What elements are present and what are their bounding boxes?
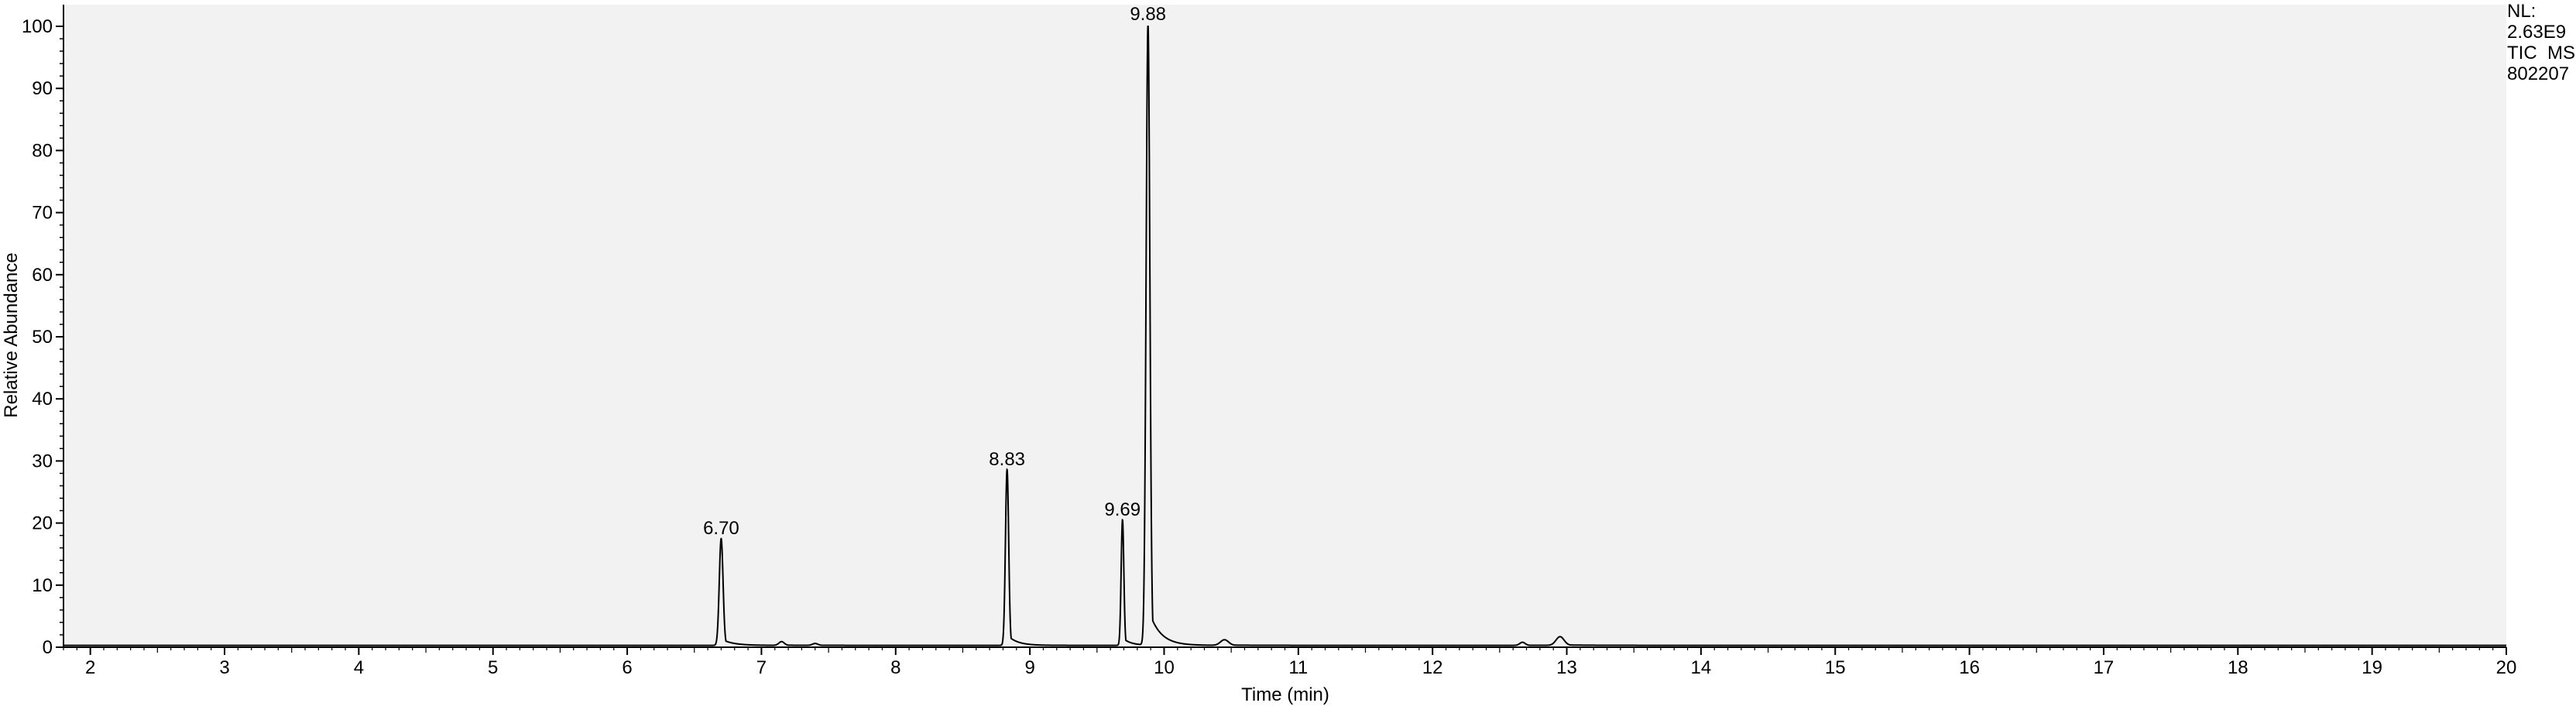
peak-label: 8.83 bbox=[989, 449, 1025, 470]
x-tick-label: 11 bbox=[1288, 657, 1308, 678]
x-tick-label: 5 bbox=[488, 657, 498, 678]
y-tick-label: 70 bbox=[32, 203, 53, 224]
y-tick-label: 90 bbox=[32, 78, 53, 99]
x-tick-label: 3 bbox=[219, 657, 229, 678]
y-tick-label: 60 bbox=[32, 265, 53, 286]
x-axis-label: Time (min) bbox=[1241, 684, 1329, 705]
x-tick-label: 10 bbox=[1154, 657, 1175, 678]
peak-label: 9.88 bbox=[1130, 4, 1166, 25]
tick-layer: 0 10 20 30 40 50 60 70 80 90 100 2 3 4 5 6 7 8 9 10 11 12 13 14… bbox=[22, 5, 2516, 678]
x-tick-label: 4 bbox=[354, 657, 364, 678]
y-tick-label: 20 bbox=[32, 513, 53, 534]
x-tick-label: 13 bbox=[1556, 657, 1577, 678]
info-line-nl: NL: bbox=[2507, 1, 2536, 22]
y-tick-label: 30 bbox=[32, 451, 53, 471]
y-tick-label: 100 bbox=[22, 16, 53, 37]
x-tick-label: 2 bbox=[85, 657, 95, 678]
trace-layer bbox=[63, 26, 2506, 646]
x-tick-label: 17 bbox=[2094, 657, 2115, 678]
peak-label-layer: 6.70 8.83 9.69 9.88 bbox=[703, 4, 1166, 539]
info-line-value: 2.63E9 bbox=[2507, 22, 2566, 43]
x-tick-label: 15 bbox=[1825, 657, 1846, 678]
peak-label: 6.70 bbox=[703, 518, 739, 539]
x-tick-label: 16 bbox=[1959, 657, 1980, 678]
x-tick-label: 9 bbox=[1024, 657, 1034, 678]
peak-label: 9.69 bbox=[1104, 499, 1141, 520]
info-line-scan-type: TIC MS bbox=[2507, 43, 2575, 63]
x-tick-label: 18 bbox=[2228, 657, 2248, 678]
y-tick-label: 40 bbox=[32, 389, 53, 410]
y-axis-label: Relative Abundance bbox=[1, 252, 22, 418]
x-tick-label: 8 bbox=[890, 657, 900, 678]
x-tick-label: 20 bbox=[2496, 657, 2517, 678]
y-tick-label: 80 bbox=[32, 140, 53, 161]
x-tick-label: 12 bbox=[1422, 657, 1443, 678]
instrument-info: NL: 2.63E9 TIC MS 802207 bbox=[2507, 1, 2575, 84]
info-line-file-id: 802207 bbox=[2507, 63, 2569, 84]
y-tick-label: 10 bbox=[32, 575, 53, 596]
y-tick-label: 0 bbox=[43, 637, 53, 658]
x-tick-label: 19 bbox=[2362, 657, 2382, 678]
plot-area bbox=[63, 5, 2506, 647]
y-tick-label: 50 bbox=[32, 327, 53, 348]
x-tick-label: 14 bbox=[1691, 657, 1712, 678]
x-tick-label: 6 bbox=[622, 657, 632, 678]
x-tick-label: 7 bbox=[756, 657, 767, 678]
tic-trace bbox=[63, 26, 2506, 646]
